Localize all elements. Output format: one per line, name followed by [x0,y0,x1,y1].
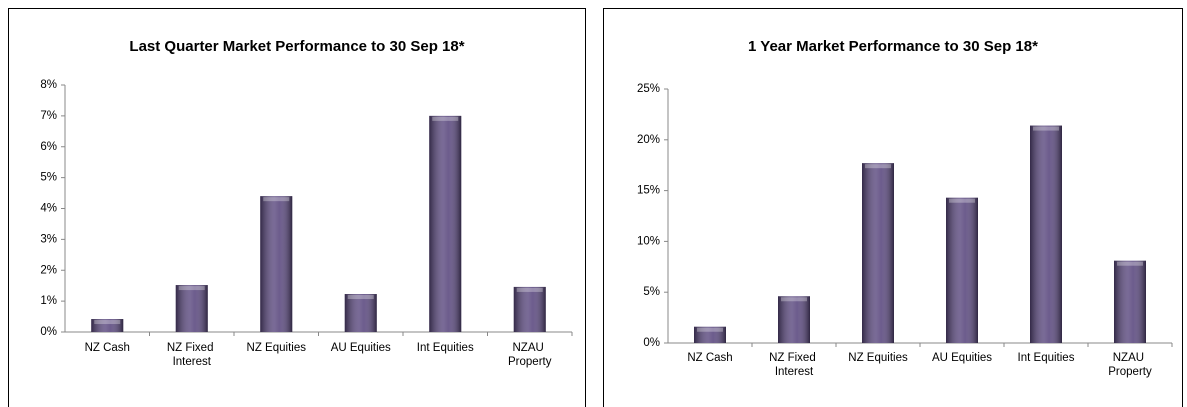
x-tick-label: NZ Fixed Interest [167,342,217,368]
x-tick-label: Int Equities [417,342,474,354]
bar-cap [347,295,374,300]
bar [946,197,978,343]
y-tick-label: 5% [643,286,660,298]
bar [260,196,293,332]
bar-cap [94,320,121,325]
y-tick-label: 7% [40,110,57,122]
y-tick-label: 5% [40,172,57,184]
bar-cap [1033,126,1059,131]
y-tick-label: 4% [40,203,57,215]
bar-cap [263,197,290,202]
y-tick-label: 10% [637,235,660,247]
bar [175,285,208,332]
y-tick-label: 15% [637,185,660,197]
x-tick-label: NZ Equities [247,342,307,354]
bar-cap [697,327,723,332]
bar-cap [865,164,891,169]
bar-cap [178,286,205,291]
bar [1114,260,1146,343]
bar-cap [432,116,459,121]
y-tick-label: 6% [40,141,57,153]
chart-title: Last Quarter Market Performance to 30 Se… [129,38,464,55]
x-tick-label: NZ Equities [848,352,908,364]
x-tick-label: AU Equities [331,342,391,354]
y-tick-label: 20% [637,134,660,146]
bar-cap [516,287,543,292]
bar [1030,125,1062,344]
bar [862,163,894,343]
bar [513,286,546,332]
y-tick-label: 0% [40,326,57,338]
bar-cap [949,198,975,203]
x-tick-label: Int Equities [1018,352,1075,364]
bar [778,296,810,343]
chart-title: 1 Year Market Performance to 30 Sep 18* [748,38,1038,55]
x-tick-label: NZ Cash [85,342,130,354]
x-tick-label: AU Equities [932,352,992,364]
panel-border [8,8,586,407]
y-tick-label: 3% [40,233,57,245]
bar-cap [781,297,807,302]
bar [344,294,377,332]
x-tick-label: NZ Fixed Interest [769,352,819,378]
y-tick-label: 25% [637,83,660,95]
x-tick-label: NZ Cash [687,352,732,364]
y-tick-label: 1% [40,295,57,307]
bar-cap [1117,261,1143,266]
y-tick-label: 0% [643,337,660,349]
y-tick-label: 2% [40,264,57,276]
x-tick-label: NZAU Property [1108,352,1152,378]
bar [429,115,462,332]
y-tick-label: 8% [40,79,57,91]
x-tick-label: NZAU Property [508,342,552,368]
